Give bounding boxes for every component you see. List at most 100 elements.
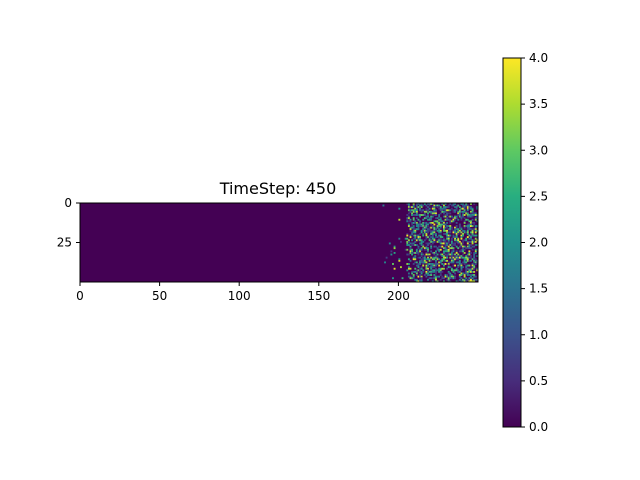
heatmap-cell bbox=[438, 220, 441, 223]
heatmap-cell bbox=[419, 223, 421, 226]
heatmap-cell bbox=[430, 267, 433, 270]
heatmap-cell bbox=[419, 239, 421, 242]
heatmap-cell bbox=[431, 206, 434, 209]
heatmap-cell bbox=[439, 253, 442, 256]
heatmap-cell bbox=[458, 210, 461, 213]
heatmap-cell bbox=[430, 247, 433, 250]
heatmap-cell bbox=[460, 226, 463, 229]
heatmap-cell bbox=[417, 228, 420, 231]
heatmap-cell bbox=[412, 217, 415, 220]
heatmap-cell bbox=[447, 242, 450, 245]
heatmap-cell bbox=[473, 275, 476, 278]
heatmap-cell bbox=[471, 233, 474, 235]
heatmap-cell bbox=[430, 210, 433, 213]
heatmap-cell bbox=[465, 203, 468, 205]
heatmap-cell bbox=[462, 206, 464, 209]
heatmap-cell bbox=[444, 206, 447, 209]
heatmap-cell bbox=[468, 220, 471, 223]
heatmap-cell bbox=[452, 253, 455, 256]
heatmap-cell bbox=[412, 204, 415, 207]
heatmap-cell bbox=[473, 266, 476, 269]
heatmap-cell bbox=[458, 206, 461, 209]
heatmap-cell bbox=[438, 264, 441, 267]
heatmap-cell bbox=[414, 244, 417, 246]
heatmap-cell bbox=[442, 263, 445, 265]
heatmap-cell bbox=[457, 269, 460, 272]
heatmap-cell bbox=[460, 266, 463, 269]
heatmap-cell bbox=[435, 217, 437, 220]
heatmap-cell bbox=[420, 214, 423, 216]
heatmap-cell bbox=[430, 256, 433, 259]
colorbar-tick-label: 1.0 bbox=[529, 328, 548, 342]
heatmap-cell bbox=[460, 272, 463, 275]
heatmap-cell bbox=[444, 203, 447, 205]
heatmap-cell bbox=[466, 206, 469, 209]
heatmap-cell bbox=[427, 236, 429, 239]
heatmap-cell bbox=[466, 253, 469, 256]
heatmap-cell bbox=[414, 256, 417, 259]
heatmap-cell bbox=[425, 245, 428, 248]
heatmap-cell bbox=[473, 223, 476, 226]
heatmap-cell bbox=[452, 229, 455, 232]
heatmap-cell bbox=[423, 239, 426, 242]
heatmap-cell bbox=[449, 203, 452, 205]
heatmap-cell bbox=[439, 236, 442, 239]
heatmap-cell bbox=[435, 270, 437, 273]
heatmap-cell bbox=[450, 277, 453, 280]
heatmap-cell bbox=[439, 240, 442, 243]
heatmap-cell bbox=[473, 256, 476, 259]
heatmap-cell bbox=[411, 214, 414, 216]
heatmap-cell bbox=[474, 240, 477, 243]
heatmap-cell bbox=[435, 212, 437, 215]
heatmap-cell bbox=[474, 259, 477, 262]
heatmap-cell bbox=[473, 264, 476, 267]
heatmap-cell bbox=[450, 251, 453, 254]
heatmap-cell bbox=[455, 225, 458, 227]
heatmap-cell bbox=[430, 223, 433, 226]
heatmap-cell bbox=[431, 240, 434, 243]
heatmap-cell bbox=[427, 248, 429, 251]
heatmap-cell bbox=[420, 229, 423, 232]
heatmap-cell bbox=[409, 250, 412, 253]
heatmap-cell bbox=[471, 245, 474, 248]
heatmap-cell bbox=[433, 266, 436, 269]
heatmap-cell bbox=[415, 264, 418, 267]
heatmap-cell bbox=[470, 270, 472, 273]
heatmap-cell bbox=[423, 258, 426, 261]
heatmap-cell bbox=[417, 245, 420, 248]
heatmap-cell bbox=[442, 233, 445, 235]
heatmap-cell bbox=[439, 220, 442, 223]
heatmap-cell bbox=[422, 261, 425, 264]
heatmap-cell bbox=[474, 250, 477, 253]
heatmap-cell bbox=[465, 272, 468, 275]
heatmap-cell bbox=[474, 251, 477, 254]
heatmap-cell bbox=[433, 220, 436, 223]
heatmap-cell bbox=[438, 239, 441, 242]
heatmap-cell bbox=[455, 250, 458, 253]
heatmap-cell bbox=[414, 237, 417, 240]
heatmap-cell bbox=[458, 263, 461, 265]
heatmap-cell bbox=[460, 237, 463, 240]
heatmap-cell bbox=[455, 221, 458, 224]
heatmap-cell bbox=[425, 270, 428, 273]
heatmap-cell bbox=[463, 256, 466, 259]
heatmap-cell bbox=[458, 240, 461, 243]
heatmap-cell bbox=[438, 215, 441, 218]
heatmap-cell bbox=[476, 267, 479, 270]
heatmap-cell bbox=[411, 233, 414, 235]
heatmap-cell bbox=[470, 259, 472, 262]
heatmap-cell bbox=[415, 223, 418, 226]
heatmap-cell bbox=[450, 269, 453, 272]
heatmap-cell bbox=[460, 263, 463, 265]
heatmap-cell bbox=[460, 207, 463, 210]
heatmap-cell bbox=[415, 210, 418, 213]
heatmap-cell bbox=[442, 210, 445, 213]
heatmap-cell bbox=[457, 214, 460, 216]
heatmap-cell bbox=[433, 223, 436, 226]
heatmap-cell bbox=[468, 259, 471, 262]
heatmap-cell bbox=[465, 256, 468, 259]
x-tick-label: 100 bbox=[228, 289, 251, 303]
heatmap-cell bbox=[412, 206, 415, 209]
heatmap-cell bbox=[420, 209, 423, 212]
heatmap-cell bbox=[419, 278, 421, 281]
